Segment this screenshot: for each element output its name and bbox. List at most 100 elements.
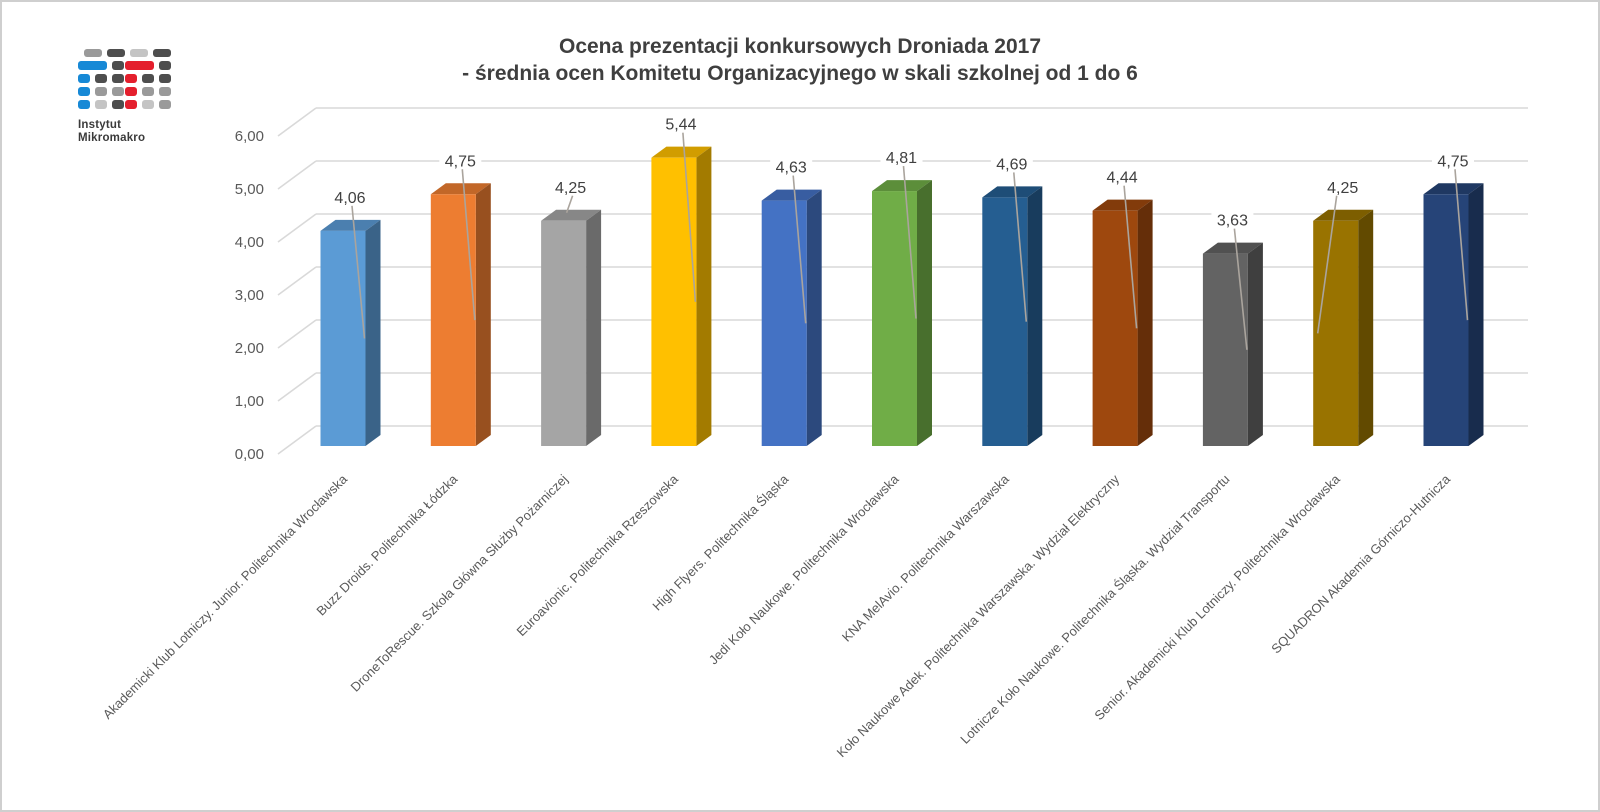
gridline-diagonal [277, 319, 317, 349]
data-label-bg [439, 151, 482, 169]
data-label: 4,44 [1107, 170, 1138, 187]
bar-front-face [1202, 253, 1248, 446]
bar-top-face [872, 180, 932, 192]
logo-cell [95, 74, 107, 83]
bar-top-face [651, 146, 712, 158]
data-label: 3,63 [1217, 213, 1248, 230]
data-label-bg [1432, 151, 1474, 169]
bar-front-face [1423, 194, 1469, 446]
data-label-bg [1101, 167, 1144, 185]
logo-cell [125, 74, 137, 83]
data-label-bg [770, 157, 813, 175]
data-label-bg [1321, 177, 1364, 195]
logo-cell [84, 49, 102, 57]
data-label-leader-line [351, 205, 366, 339]
logo-cell [107, 49, 125, 57]
x-category-label: Jedi Koło Naukowe. Politechnika Wrocławs… [706, 471, 902, 667]
data-label-bg [880, 148, 923, 166]
data-label: 4,06 [334, 190, 365, 207]
data-label-leader-line [792, 175, 807, 324]
logo-text: Instytut Mikromakro [78, 119, 172, 145]
data-label-leader-line [1316, 195, 1338, 334]
bar-top-face [1423, 183, 1484, 195]
data-label-bg [659, 114, 702, 132]
data-label-leader-line [1233, 228, 1248, 350]
bar-front-face [982, 197, 1028, 446]
logo-cell [78, 87, 90, 96]
logo-cell [112, 61, 124, 70]
y-tick-label: 0,00 [235, 446, 264, 463]
data-label: 4,69 [996, 156, 1027, 173]
logo-cell [142, 87, 154, 96]
logo-cell [125, 87, 137, 96]
logo-cell [125, 100, 137, 109]
x-category-label: Senior. Akademicki Klub Lotniczy. Polite… [1091, 471, 1343, 723]
chart-title: Ocena prezentacji konkursowych Droniada … [2, 33, 1598, 87]
bar-side-face [696, 146, 712, 446]
data-label-leader-line [682, 132, 697, 302]
bar-top-face [320, 219, 381, 231]
logo-cell [159, 100, 171, 109]
bar-front-face [1092, 210, 1138, 446]
y-tick-label: 1,00 [235, 393, 264, 410]
gridline-diagonal [277, 266, 317, 296]
bar-side-face [475, 183, 491, 446]
logo-cell [112, 87, 124, 96]
data-label-bg [990, 154, 1033, 172]
bar-front-face [541, 220, 587, 446]
data-label: 4,25 [555, 180, 586, 197]
bar-side-face [1027, 186, 1043, 446]
bar-side-face [806, 189, 822, 447]
chart-title-line1: Ocena prezentacji konkursowych Droniada … [558, 35, 1041, 58]
data-label-leader-line [1123, 185, 1138, 329]
x-category-label: Lotnicze Koło Naukowe. Politechnika Śląs… [957, 472, 1232, 747]
bar-top-face [761, 189, 822, 201]
gridline-diagonal [277, 372, 317, 402]
data-label-bg [549, 177, 592, 195]
y-tick-label: 2,00 [235, 340, 264, 357]
logo-cell [130, 49, 148, 57]
data-label: 4,75 [1437, 153, 1468, 170]
logo-cell [112, 100, 124, 109]
x-category-label: DroneToRescue. Szkoła Główna Służby Poża… [348, 471, 571, 694]
logo-cell [112, 74, 124, 83]
bar-top-face [982, 186, 1043, 198]
bar-side-face [1468, 183, 1484, 446]
logo-cell [142, 100, 154, 109]
logo-cell [95, 100, 107, 109]
gridline-diagonal [277, 107, 317, 137]
logo-line2: Mikromakro [78, 132, 146, 144]
bar-top-face [1313, 209, 1374, 221]
y-tick-label: 3,00 [235, 287, 264, 304]
bar-front-face [872, 191, 917, 446]
gridline-diagonal [277, 213, 317, 243]
bar-top-face [541, 209, 602, 221]
data-label: 4,25 [1327, 180, 1358, 197]
chart-title-line2: - średnia ocen Komitetu Organizacyjnego … [462, 62, 1138, 85]
bar-front-face [1313, 220, 1359, 446]
data-label: 4,81 [886, 150, 917, 167]
bar-top-face [1092, 199, 1153, 211]
gridline-diagonal [277, 425, 317, 455]
logo-line1: Instytut [78, 119, 122, 131]
bar-side-face [1247, 242, 1263, 446]
data-label-bg [1211, 210, 1254, 228]
data-label-leader-line [1454, 169, 1469, 321]
bar-top-face [430, 183, 491, 195]
y-tick-label: 5,00 [235, 181, 264, 198]
bar-side-face [1358, 209, 1374, 446]
x-category-label: Akademicki Klub Lotniczy. Junior. Polite… [100, 471, 351, 722]
logo-cell [125, 61, 154, 70]
x-category-label: SQUADRON Akademia Górniczo-Hutnicza [1268, 471, 1453, 656]
logo-cell [78, 74, 90, 83]
data-label-bg [329, 187, 371, 205]
bar-side-face [365, 219, 381, 446]
bar-front-face [430, 194, 476, 446]
logo-cell [159, 87, 171, 96]
data-label-leader-line [902, 166, 917, 319]
logo-grid-icon [78, 49, 172, 110]
logo-cell [78, 61, 107, 70]
bar-side-face [917, 180, 932, 446]
bar-top-face [1202, 242, 1263, 254]
